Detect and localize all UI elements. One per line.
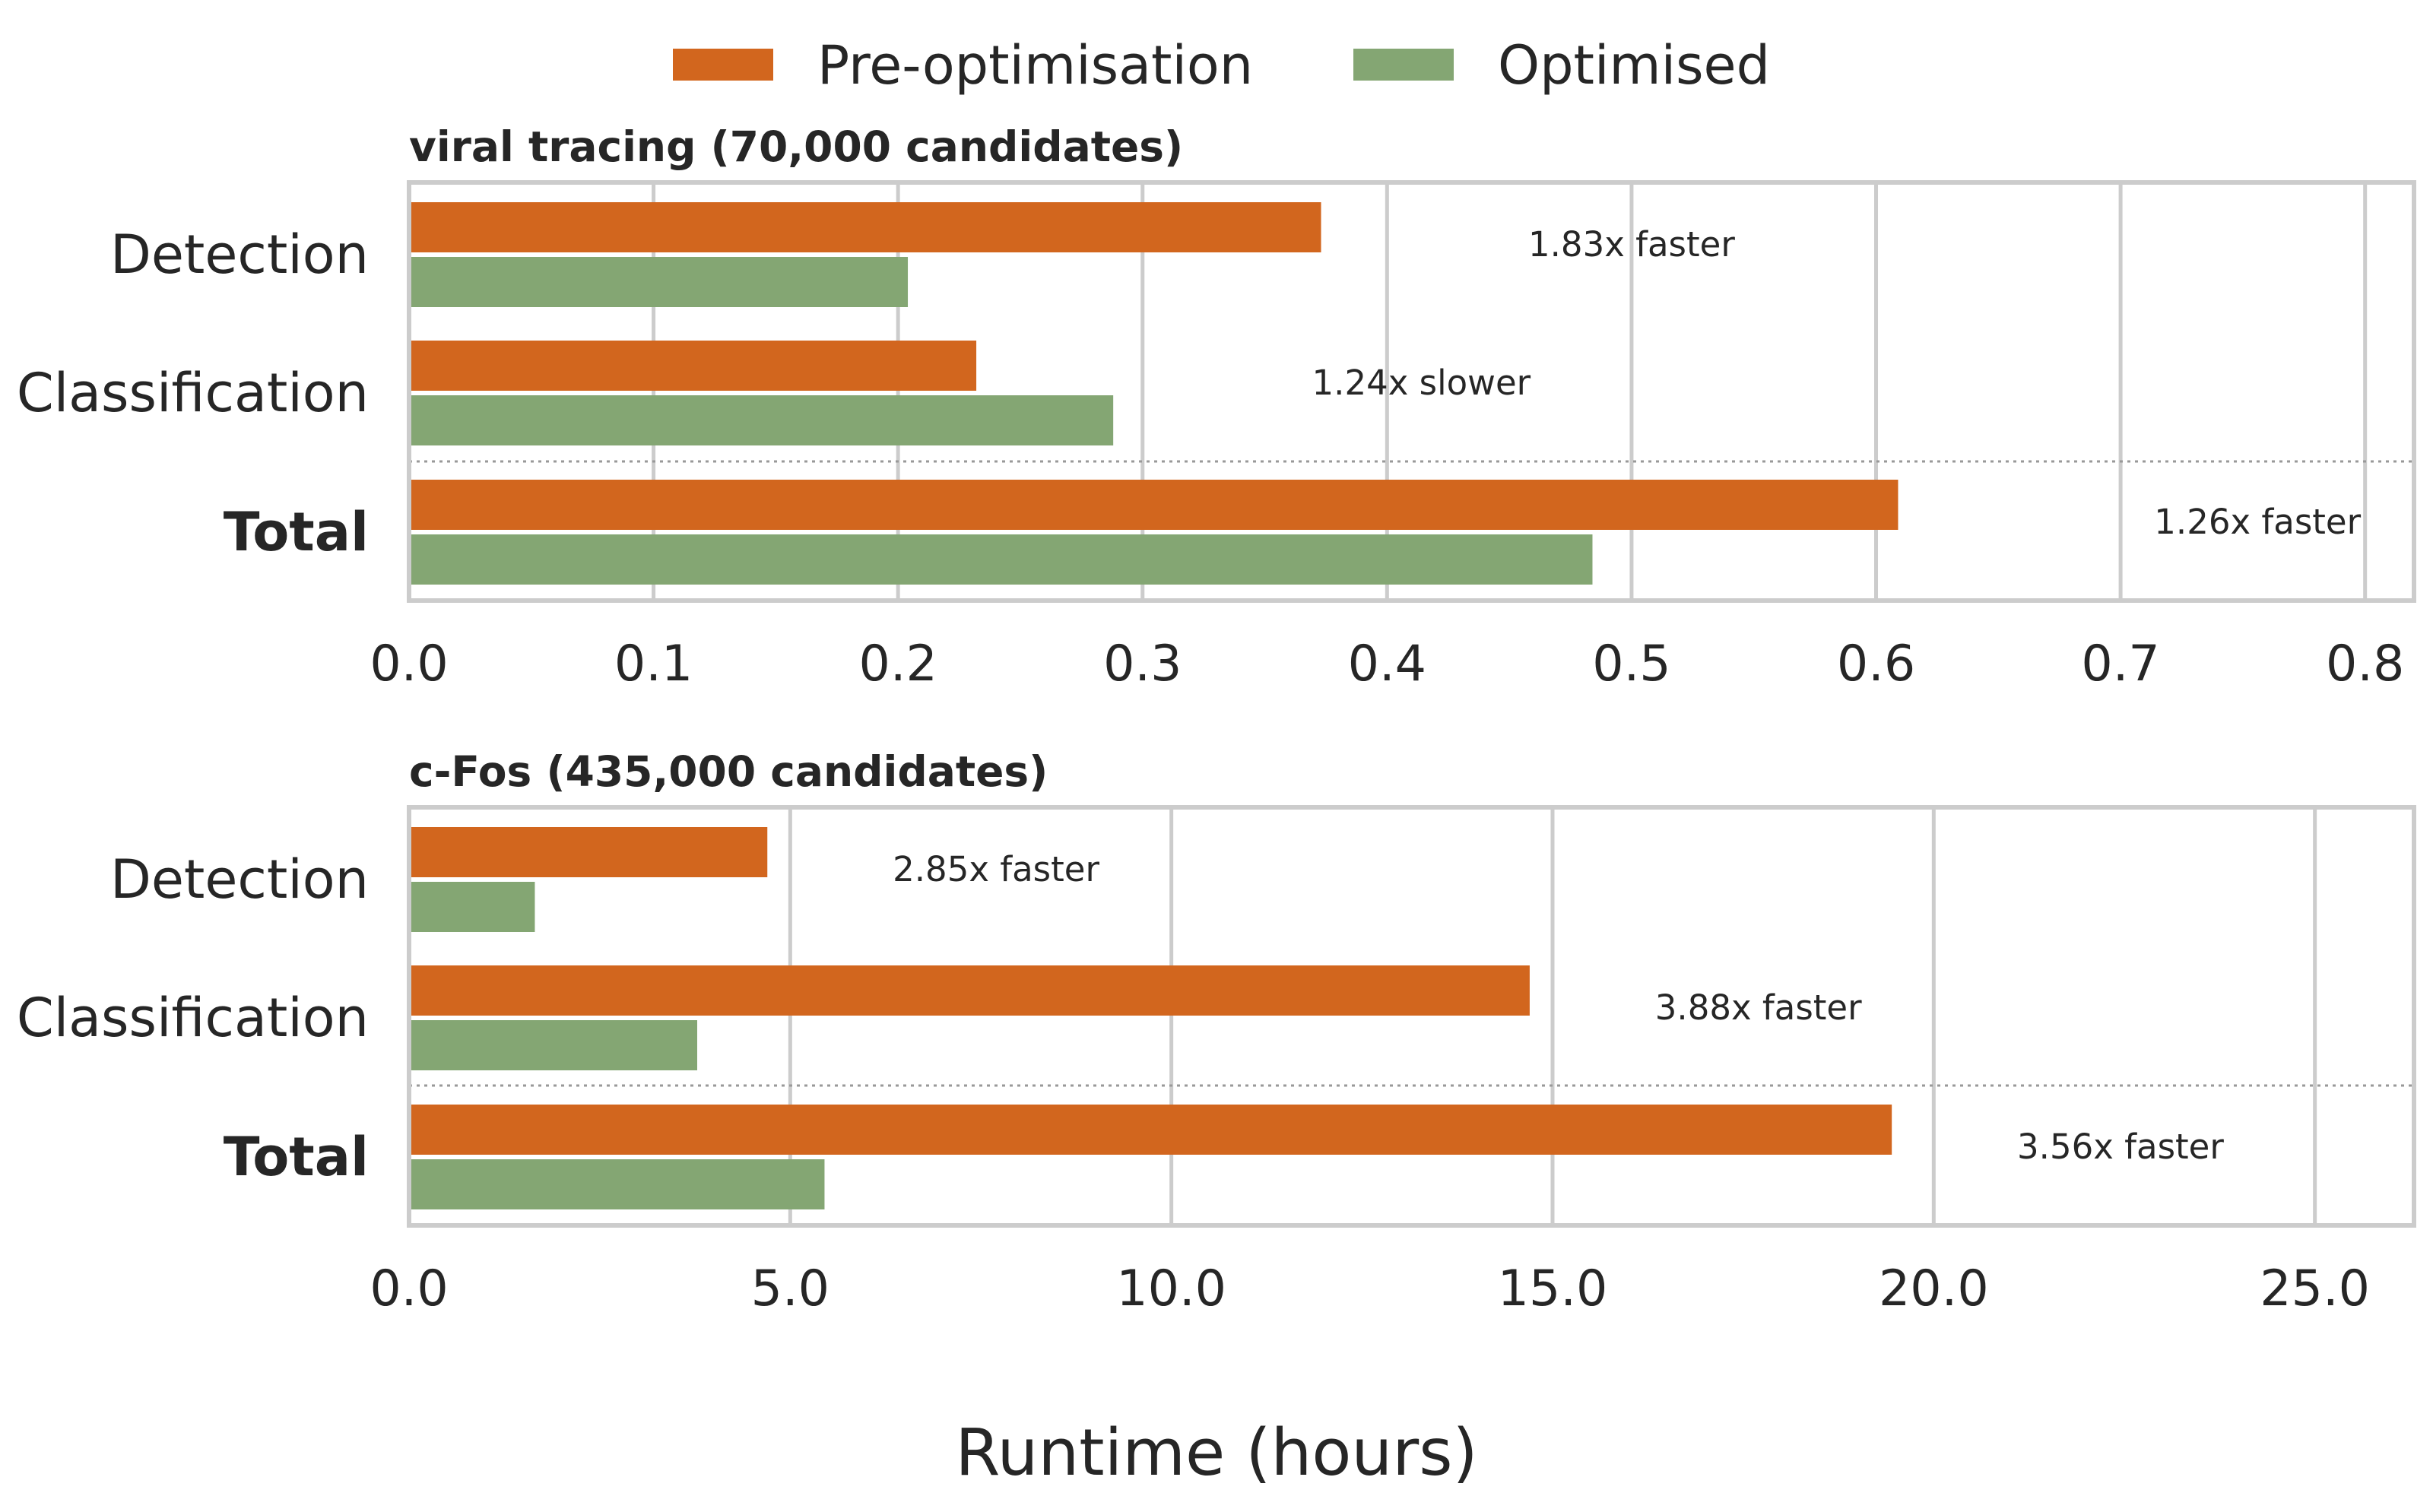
x-axis-label: Runtime (hours)	[955, 1415, 1477, 1491]
x-tick-label: 20.0	[1879, 1260, 1989, 1317]
x-tick-label: 0.5	[1592, 636, 1670, 693]
category-label: Detection	[110, 223, 369, 286]
category-labels: Detection Classification Total	[17, 848, 369, 1188]
panel-title: c-Fos (435,000 candidates)	[409, 747, 1048, 796]
x-tick-label: 0.2	[858, 636, 937, 693]
legend-swatch-pre-optimisation	[673, 49, 773, 81]
plot-frame	[407, 180, 2416, 603]
x-tick-labels: 0.0 0.1 0.2 0.3 0.4 0.5 0.6 0.7 0.8	[370, 636, 2404, 693]
bar-optimised	[411, 395, 1114, 445]
bars	[411, 827, 1892, 1209]
panel-title: viral tracing (70,000 candidates)	[409, 122, 1183, 171]
bar-pre-optimisation	[411, 341, 977, 391]
x-tick-label: 0.6	[1837, 636, 1915, 693]
plot-frame	[407, 805, 2416, 1228]
bar-optimised	[411, 534, 1593, 585]
category-label: Classification	[17, 987, 369, 1049]
speedup-annotation: 1.24x slower	[1312, 363, 1531, 403]
legend-label-optimised: Optimised	[1498, 34, 1770, 97]
speedup-annotation: 1.83x faster	[1528, 224, 1735, 265]
speedup-annotation: 3.88x faster	[1655, 987, 1862, 1028]
x-tick-label: 0.4	[1348, 636, 1426, 693]
category-label: Classification	[17, 362, 369, 424]
bar-optimised	[411, 1159, 825, 1209]
category-labels: Detection Classification Total	[17, 223, 369, 563]
legend-swatch-optimised	[1353, 49, 1454, 81]
bar-optimised	[411, 257, 909, 307]
bar-annotations: 2.85x faster 3.88x faster 3.56x faster	[893, 849, 2224, 1167]
bar-pre-optimisation	[411, 202, 1321, 252]
category-label: Total	[224, 501, 369, 563]
category-label: Total	[224, 1126, 369, 1188]
bar-optimised	[411, 882, 535, 932]
panel-viral-tracing: viral tracing (70,000 candidates) Detect…	[17, 122, 2416, 693]
x-tick-label: 0.0	[370, 636, 448, 693]
x-tick-label: 5.0	[751, 1260, 830, 1317]
x-tick-label: 0.7	[2081, 636, 2159, 693]
panel-c-fos: c-Fos (435,000 candidates) Detection Clas…	[17, 747, 2416, 1317]
speedup-annotation: 1.26x faster	[2154, 502, 2361, 542]
bar-pre-optimisation	[411, 480, 1899, 530]
speedup-annotation: 2.85x faster	[893, 849, 1099, 889]
bar-pre-optimisation	[411, 827, 768, 877]
x-tick-label: 15.0	[1498, 1260, 1608, 1317]
bar-annotations: 1.83x faster 1.24x slower 1.26x faster	[1312, 224, 2362, 542]
bar-optimised	[411, 1020, 698, 1070]
x-tick-label: 0.0	[370, 1260, 448, 1317]
x-tick-labels: 0.0 5.0 10.0 15.0 20.0 25.0	[370, 1260, 2370, 1317]
legend: Pre-optimisation Optimised	[673, 34, 1770, 97]
x-tick-label: 0.1	[614, 636, 693, 693]
speedup-annotation: 3.56x faster	[2017, 1127, 2224, 1167]
x-tick-label: 0.8	[2326, 636, 2404, 693]
bar-pre-optimisation	[411, 1105, 1892, 1155]
bar-pre-optimisation	[411, 965, 1530, 1016]
x-tick-label: 10.0	[1116, 1260, 1226, 1317]
category-label: Detection	[110, 848, 369, 911]
x-tick-label: 25.0	[2260, 1260, 2370, 1317]
legend-label-pre-optimisation: Pre-optimisation	[817, 34, 1253, 97]
bars	[411, 202, 1899, 585]
x-tick-label: 0.3	[1103, 636, 1182, 693]
